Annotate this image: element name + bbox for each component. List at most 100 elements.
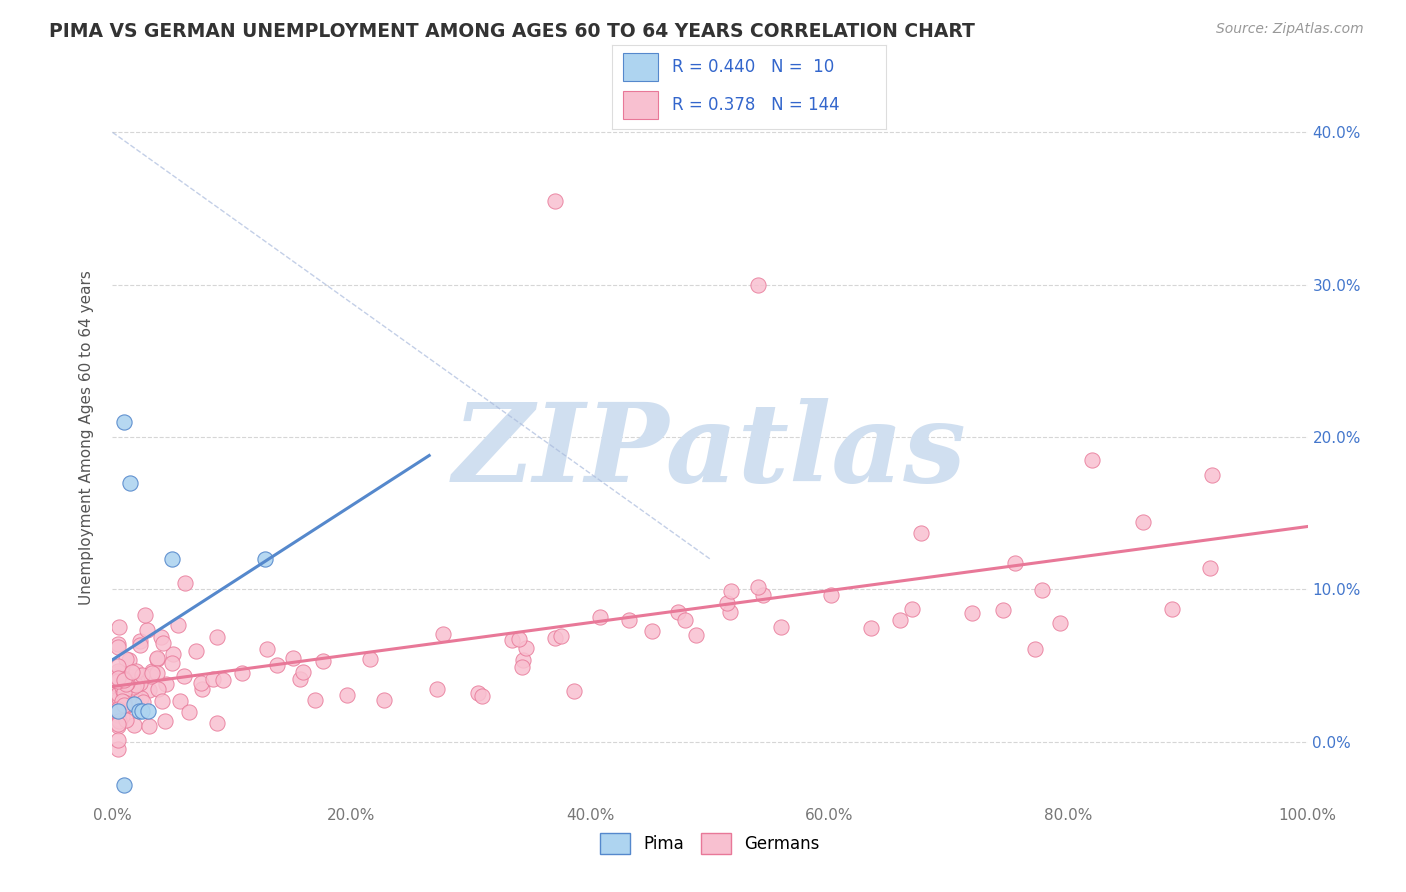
- Point: [820, 588, 842, 602]
- Point: [114, 415, 135, 429]
- Point: [148, 681, 170, 696]
- Point: [107, 719, 129, 733]
- Point: [114, 778, 135, 792]
- Point: [111, 708, 134, 723]
- Point: [211, 673, 233, 687]
- Point: [138, 682, 160, 697]
- Point: [304, 692, 326, 706]
- Point: [1049, 615, 1071, 630]
- Point: [108, 670, 131, 684]
- Point: [112, 684, 135, 698]
- Point: [720, 584, 742, 599]
- Text: R = 0.440   N =  10: R = 0.440 N = 10: [672, 58, 834, 76]
- Point: [471, 689, 494, 703]
- Point: [901, 602, 924, 616]
- Point: [112, 673, 135, 687]
- Point: [174, 576, 197, 591]
- Point: [135, 623, 157, 637]
- Point: [107, 640, 129, 654]
- Point: [190, 676, 212, 690]
- Point: [910, 526, 932, 541]
- Point: [107, 637, 129, 651]
- Point: [107, 666, 129, 681]
- Point: [359, 652, 381, 666]
- Point: [111, 677, 134, 691]
- Point: [107, 707, 129, 722]
- Point: [191, 681, 214, 696]
- Point: [426, 681, 449, 696]
- Point: [747, 277, 769, 292]
- Point: [122, 680, 145, 694]
- Point: [111, 671, 134, 685]
- Point: [543, 194, 565, 208]
- Point: [114, 673, 136, 687]
- Point: [138, 718, 160, 732]
- Point: [515, 641, 537, 656]
- Point: [145, 665, 167, 680]
- Bar: [623, 54, 658, 81]
- Point: [666, 605, 689, 619]
- Y-axis label: Unemployment Among Ages 60 to 64 years: Unemployment Among Ages 60 to 64 years: [79, 269, 94, 605]
- Point: [336, 689, 359, 703]
- Point: [162, 648, 184, 662]
- Point: [155, 677, 177, 691]
- Point: [467, 686, 489, 700]
- Point: [550, 629, 572, 643]
- Point: [112, 695, 135, 709]
- Point: [617, 613, 640, 627]
- Point: [118, 673, 141, 688]
- Point: [121, 665, 143, 679]
- Point: [107, 706, 129, 720]
- Point: [770, 620, 793, 634]
- Point: [128, 668, 150, 682]
- Point: [114, 713, 136, 727]
- Point: [115, 676, 138, 690]
- Point: [673, 613, 696, 627]
- Point: [107, 669, 129, 683]
- Point: [107, 671, 129, 685]
- Point: [111, 693, 134, 707]
- Point: [141, 669, 163, 683]
- Point: [1201, 468, 1223, 483]
- Point: [107, 673, 129, 688]
- Point: [266, 658, 288, 673]
- Point: [432, 626, 454, 640]
- Point: [510, 659, 533, 673]
- Text: ZIPatlas: ZIPatlas: [453, 398, 967, 506]
- Point: [162, 552, 183, 566]
- Point: [115, 652, 138, 666]
- Point: [544, 631, 567, 645]
- Point: [508, 632, 530, 646]
- Point: [108, 620, 131, 634]
- Point: [166, 618, 188, 632]
- Point: [281, 651, 304, 665]
- Point: [152, 636, 174, 650]
- Point: [718, 605, 741, 619]
- Bar: [623, 91, 658, 120]
- Point: [169, 693, 191, 707]
- Point: [107, 742, 129, 756]
- Point: [752, 588, 775, 602]
- Point: [129, 673, 152, 688]
- Point: [107, 687, 129, 701]
- Point: [129, 676, 152, 690]
- Point: [177, 706, 200, 720]
- Point: [118, 653, 141, 667]
- Point: [716, 596, 738, 610]
- Point: [1031, 582, 1053, 597]
- Point: [205, 716, 228, 731]
- Point: [112, 684, 135, 698]
- Point: [112, 698, 135, 712]
- Point: [107, 716, 129, 731]
- Point: [889, 614, 911, 628]
- Point: [107, 695, 129, 709]
- Point: [107, 702, 129, 716]
- Point: [141, 664, 163, 678]
- Point: [120, 698, 142, 712]
- Point: [115, 669, 138, 683]
- Point: [145, 650, 167, 665]
- Text: Source: ZipAtlas.com: Source: ZipAtlas.com: [1216, 22, 1364, 37]
- Point: [124, 669, 146, 683]
- Point: [107, 674, 129, 689]
- Point: [1161, 602, 1184, 616]
